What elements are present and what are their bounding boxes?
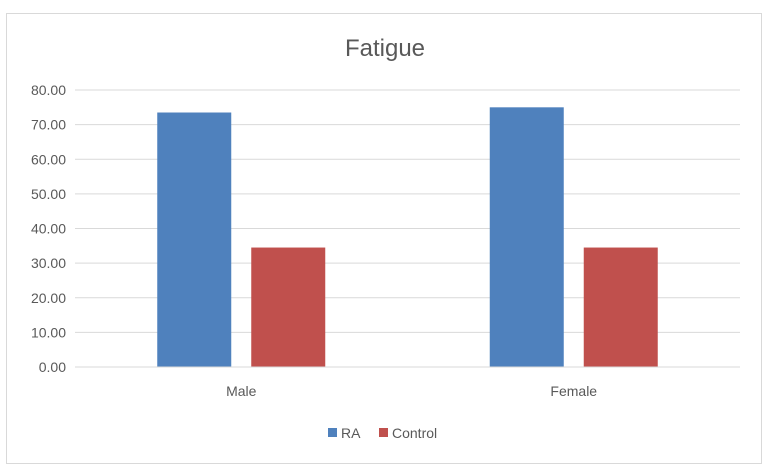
bar-control-male	[251, 247, 326, 367]
chart-title: Fatigue	[345, 35, 425, 62]
y-tick-label: 60.00	[31, 151, 66, 167]
y-tick-label: 0.00	[39, 359, 66, 375]
x-category-label: Female	[550, 383, 597, 399]
y-tick-label: 80.00	[31, 82, 66, 98]
x-axis: Male Female	[75, 366, 740, 399]
chart-frame	[6, 13, 762, 464]
y-tick-label: 40.00	[31, 221, 66, 237]
bar-ra-male	[157, 112, 232, 367]
legend-swatch	[379, 428, 388, 437]
legend-swatch	[328, 428, 337, 437]
y-tick-label: 20.00	[31, 290, 66, 306]
y-axis-tick-labels: 0.00 10.00 20.00 30.00 40.00 50.00 60.00 70.00 8…	[31, 82, 66, 375]
legend: RA Control	[328, 425, 437, 441]
legend-item-control: Control	[379, 425, 437, 441]
y-tick-label: 30.00	[31, 255, 66, 271]
y-tick-label: 70.00	[31, 117, 66, 133]
y-tick-label: 10.00	[31, 324, 66, 340]
legend-label: RA	[341, 425, 361, 441]
bar-control-female	[583, 247, 658, 367]
legend-item-ra: RA	[328, 425, 361, 441]
legend-label: Control	[392, 425, 437, 441]
bars	[157, 107, 658, 367]
y-tick-label: 50.00	[31, 186, 66, 202]
bar-ra-female	[489, 107, 564, 367]
x-category-label: Male	[226, 383, 257, 399]
